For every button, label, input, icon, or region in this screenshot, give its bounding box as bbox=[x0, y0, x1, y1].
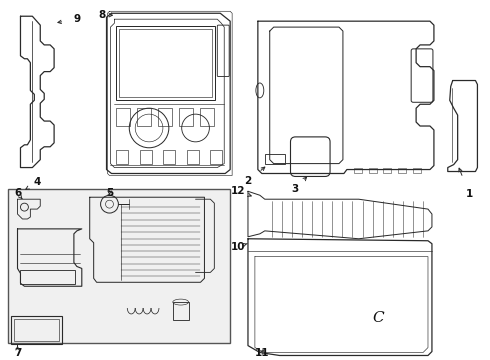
Bar bbox=[354, 167, 362, 172]
Bar bbox=[210, 150, 222, 163]
Text: 4: 4 bbox=[34, 177, 41, 188]
Text: 1: 1 bbox=[466, 189, 473, 199]
Bar bbox=[398, 167, 406, 172]
Bar bbox=[117, 150, 128, 163]
Text: 8: 8 bbox=[98, 10, 105, 20]
Bar bbox=[179, 108, 194, 126]
Text: 2: 2 bbox=[245, 176, 251, 186]
Bar bbox=[413, 167, 421, 172]
Text: 10: 10 bbox=[231, 242, 245, 252]
Bar bbox=[368, 167, 376, 172]
Bar bbox=[120, 29, 212, 97]
Text: 9: 9 bbox=[74, 14, 80, 24]
Bar bbox=[21, 270, 75, 284]
Text: 12: 12 bbox=[231, 186, 245, 196]
Bar bbox=[200, 108, 214, 126]
Bar bbox=[137, 108, 151, 126]
Text: 3: 3 bbox=[291, 184, 298, 194]
Text: 7: 7 bbox=[14, 347, 21, 357]
Bar bbox=[140, 150, 152, 163]
Bar bbox=[187, 150, 199, 163]
Bar bbox=[14, 319, 59, 341]
Bar bbox=[158, 108, 172, 126]
Text: 11: 11 bbox=[255, 347, 269, 357]
Bar bbox=[117, 108, 130, 126]
Bar bbox=[163, 150, 175, 163]
Bar bbox=[8, 189, 230, 343]
Bar bbox=[117, 26, 215, 100]
Bar bbox=[173, 302, 189, 320]
Bar bbox=[265, 154, 285, 163]
Bar bbox=[11, 316, 62, 343]
Text: 6: 6 bbox=[14, 188, 21, 198]
Bar bbox=[384, 167, 392, 172]
Text: 5: 5 bbox=[106, 188, 113, 198]
Text: C: C bbox=[373, 311, 384, 325]
